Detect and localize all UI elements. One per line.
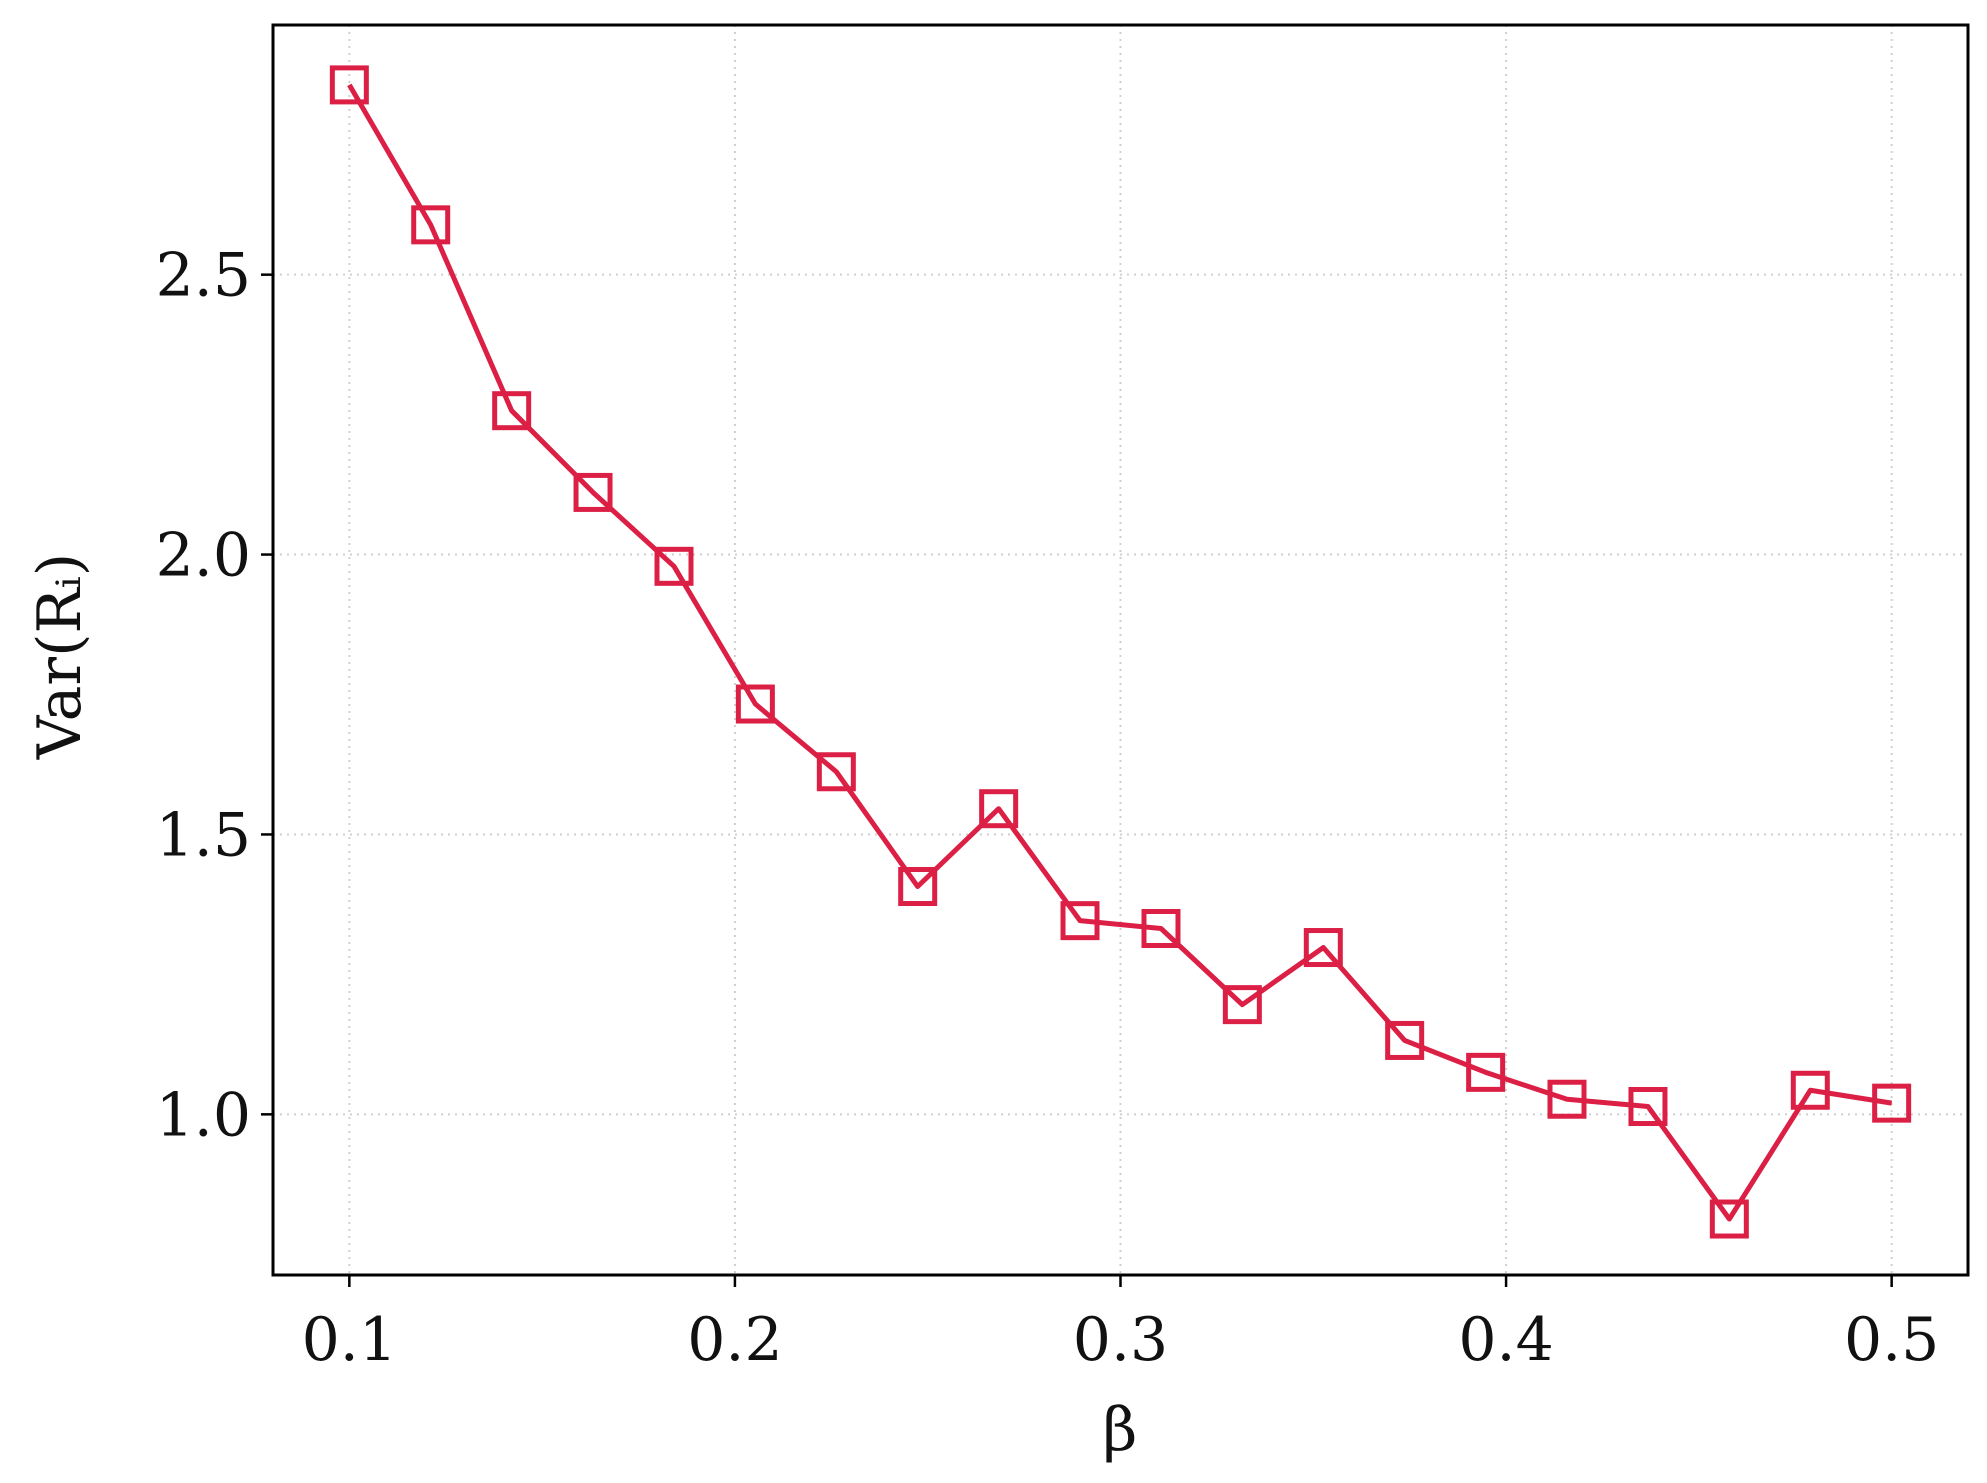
series-line	[347, 83, 1893, 1222]
data-point	[1303, 928, 1343, 968]
x-tick-label: 0.4	[1458, 1305, 1553, 1375]
y-tick-label: 2.0	[156, 521, 251, 591]
data-point	[898, 867, 938, 907]
data-point	[492, 391, 532, 431]
data-point	[1222, 985, 1262, 1025]
y-tick-label: 1.5	[156, 800, 251, 870]
data-point	[1872, 1083, 1912, 1123]
x-tick-label: 0.5	[1844, 1305, 1939, 1375]
x-tick-label: 0.3	[1073, 1305, 1168, 1375]
y-tick-label: 2.5	[156, 241, 251, 311]
data-point	[1709, 1199, 1749, 1239]
y-axis-label: Var(Rᵢ)	[25, 553, 95, 760]
plot-frame	[271, 23, 1970, 1277]
data-point	[816, 752, 856, 792]
data-point	[1466, 1052, 1506, 1092]
data-point	[979, 789, 1019, 829]
data-point	[1141, 908, 1181, 948]
x-tick-label: 0.2	[687, 1305, 782, 1375]
data-point	[329, 65, 369, 105]
data-point	[735, 684, 775, 724]
x-tick-label: 0.1	[302, 1305, 397, 1375]
data-point	[654, 546, 694, 586]
data-point	[1060, 901, 1100, 941]
data-point	[1628, 1087, 1668, 1127]
data-point	[1547, 1079, 1587, 1119]
x-axis-label: β	[1103, 1395, 1138, 1465]
data-point	[1385, 1020, 1425, 1060]
data-point	[1790, 1070, 1830, 1110]
data-point	[573, 472, 613, 512]
y-tick-label: 1.0	[156, 1080, 251, 1150]
data-point	[411, 205, 451, 245]
